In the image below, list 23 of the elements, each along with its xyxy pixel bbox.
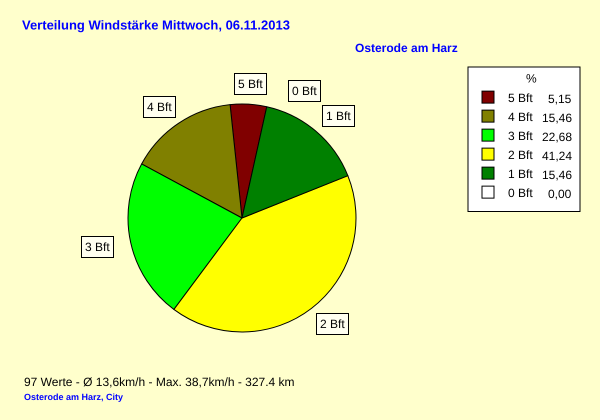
data-label: 5,15 bbox=[548, 92, 572, 106]
slice-label: 5 Bft bbox=[238, 77, 264, 91]
data-label: 41,24 bbox=[542, 149, 572, 163]
slice-label: 4 Bft bbox=[147, 100, 172, 114]
legend-label: 5 Bft bbox=[508, 90, 534, 105]
legend-title: % bbox=[526, 72, 537, 86]
chart-title: Verteilung Windstärke Mittwoch, 06.11.2013 bbox=[22, 18, 290, 33]
data-label: 15,46 bbox=[542, 111, 572, 125]
data-label: 22,68 bbox=[542, 130, 572, 144]
data-label: 15,46 bbox=[542, 168, 572, 182]
legend-label: 2 Bft bbox=[508, 148, 534, 162]
legend-label: 0 Bft bbox=[508, 186, 534, 200]
text: Osterode am Harz, City bbox=[24, 392, 124, 402]
slice-label: 2 Bft bbox=[320, 317, 346, 331]
category-label: 0 Bft bbox=[292, 84, 317, 98]
legend-label: 3 Bft bbox=[508, 128, 534, 143]
slice-label: 1 Bft bbox=[326, 109, 352, 123]
legend-label: 4 Bft bbox=[508, 110, 534, 124]
text: 97 Werte - Ø 13,6km/h - Max. 38,7km/h - 327.4 km bbox=[24, 375, 295, 389]
legend-label: 1 Bft bbox=[508, 166, 534, 181]
slice-label: 3 Bft bbox=[85, 240, 110, 254]
chart-subtitle: Osterode am Harz bbox=[355, 41, 458, 55]
text: 0,00 bbox=[548, 187, 572, 201]
